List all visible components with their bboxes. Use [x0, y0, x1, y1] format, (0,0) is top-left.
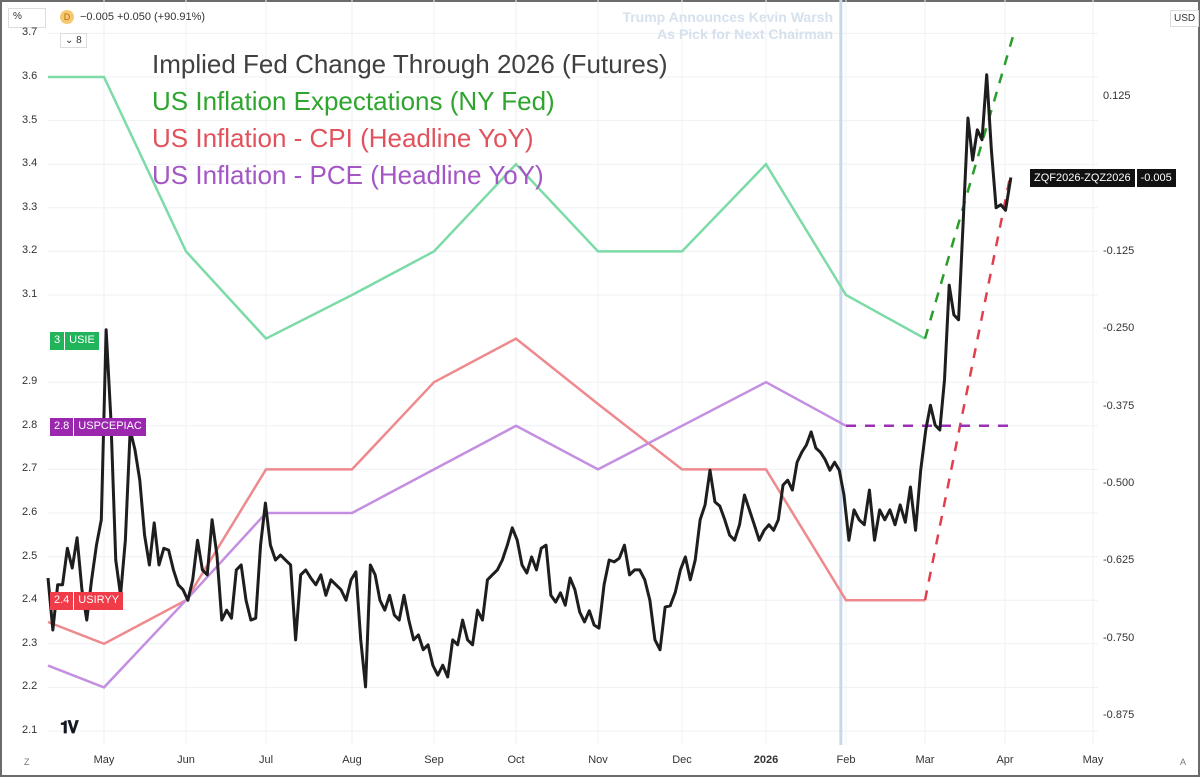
- left-axis-tick: 2.2: [22, 680, 38, 693]
- price-tag-value: 2.4: [50, 592, 74, 610]
- futures-symbol: ZQF2026-ZQZ2026: [1030, 169, 1135, 187]
- price-tag-usie[interactable]: 3 USIE: [50, 332, 99, 350]
- collapse-count: 8: [76, 35, 82, 46]
- left-axis-tick: 2.7: [22, 462, 38, 475]
- ohlc-values: −0.005 +0.050 (+90.91%): [80, 11, 206, 23]
- right-axis-tick: 0.125: [1103, 90, 1131, 102]
- interval-badge[interactable]: D: [60, 10, 74, 24]
- price-tag-uspcepiac[interactable]: 2.8 USPCEPIAC: [50, 418, 146, 436]
- left-axis-tick: 2.4: [22, 593, 38, 606]
- inflation-expectations-line-projection[interactable]: [923, 33, 1016, 339]
- left-axis-tick: 3.1: [22, 288, 38, 300]
- right-axis-tick: -0.250: [1103, 322, 1135, 335]
- left-axis-tick: 2.5: [22, 549, 38, 562]
- auto-scale-button[interactable]: A: [1180, 757, 1187, 767]
- x-axis-tick: Apr: [996, 754, 1014, 766]
- left-axis-tick: 3.5: [22, 113, 38, 126]
- right-axis-tick: -0.750: [1103, 631, 1135, 644]
- zoom-mode-button[interactable]: Z: [24, 757, 30, 767]
- unit-selector[interactable]: %: [8, 8, 46, 28]
- price-tag-value: 2.8: [50, 418, 74, 436]
- x-axis-tick: Nov: [588, 754, 608, 766]
- x-axis-tick: May: [93, 754, 115, 766]
- inflation-expectations-line[interactable]: [48, 75, 926, 341]
- price-tag-symbol: USPCEPIAC: [74, 418, 146, 436]
- price-tag-usiryy[interactable]: 2.4 USIRYY: [50, 592, 124, 610]
- legend-cpi: US Inflation - CPI (Headline YoY): [152, 123, 534, 153]
- right-axis-tick: -0.125: [1103, 244, 1135, 257]
- left-axis-tick: 2.8: [22, 418, 38, 431]
- x-axis-tick: 2026: [753, 754, 779, 766]
- left-axis-tick: 2.9: [22, 375, 38, 388]
- tradingview-logo[interactable]: 𝟏𝐕: [60, 718, 79, 737]
- x-axis-tick: Oct: [507, 754, 525, 766]
- futures-last-value-label[interactable]: ZQF2026-ZQZ2026 -0.005: [1030, 169, 1176, 187]
- left-axis-tick: 2.6: [22, 506, 38, 518]
- right-axis-tick: -0.875: [1103, 709, 1135, 721]
- left-axis-tick: 3.4: [22, 157, 38, 170]
- currency-label[interactable]: USD: [1170, 10, 1200, 27]
- x-axis-tick: Mar: [915, 754, 935, 766]
- price-tag-symbol: USIE: [65, 332, 99, 350]
- cpi-line-projection[interactable]: [923, 172, 1013, 601]
- right-axis-tick: -0.500: [1103, 476, 1135, 489]
- x-axis-tick: Aug: [342, 754, 362, 766]
- event-annotation: Trump Announces Kevin Warsh As Pick for …: [565, 9, 833, 43]
- right-axis-tick: -0.375: [1103, 399, 1135, 412]
- chevron-down-icon: ⌄: [65, 35, 74, 46]
- left-axis-tick: 3.2: [22, 244, 38, 257]
- pce-line[interactable]: [47, 380, 847, 689]
- futures-last-value: -0.005: [1136, 169, 1176, 187]
- right-axis-tick: -0.625: [1103, 554, 1135, 567]
- unit-label: %: [13, 11, 22, 22]
- legend-inflation-expectations: US Inflation Expectations (NY Fed): [152, 86, 555, 116]
- left-axis-tick: 2.1: [22, 724, 38, 736]
- left-axis-tick: 3.3: [22, 200, 38, 213]
- x-axis-tick: Feb: [836, 754, 856, 766]
- x-axis-tick: Sep: [424, 754, 444, 766]
- legend: Implied Fed Change Through 2026 (Futures…: [152, 46, 667, 194]
- annotation-line-1: Trump Announces Kevin Warsh: [622, 9, 833, 25]
- price-tag-value: 3: [50, 332, 65, 350]
- annotation-line-2: As Pick for Next Chairman: [657, 26, 833, 42]
- ohlc-readout: D −0.005 +0.050 (+90.91%): [60, 10, 205, 24]
- x-axis-tick: May: [1082, 754, 1104, 766]
- left-axis-tick: 2.3: [22, 636, 38, 649]
- x-axis-tick: Jun: [177, 754, 195, 766]
- legend-pce: US Inflation - PCE (Headline YoY): [152, 160, 544, 190]
- left-axis-tick: 3.6: [22, 70, 38, 82]
- left-axis-tick: 3.7: [22, 26, 38, 39]
- x-axis-tick: Jul: [258, 754, 274, 766]
- cpi-line[interactable]: [47, 337, 925, 646]
- legend-futures: Implied Fed Change Through 2026 (Futures…: [152, 49, 668, 79]
- x-axis-tick: Dec: [672, 754, 692, 766]
- futures-line[interactable]: [46, 73, 1013, 689]
- price-tag-symbol: USIRYY: [74, 592, 124, 610]
- collapse-legend-button[interactable]: ⌄ 8: [60, 33, 87, 48]
